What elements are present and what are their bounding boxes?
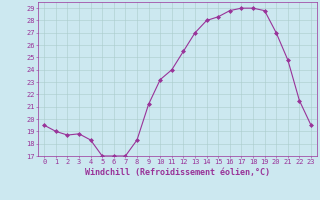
X-axis label: Windchill (Refroidissement éolien,°C): Windchill (Refroidissement éolien,°C) <box>85 168 270 177</box>
